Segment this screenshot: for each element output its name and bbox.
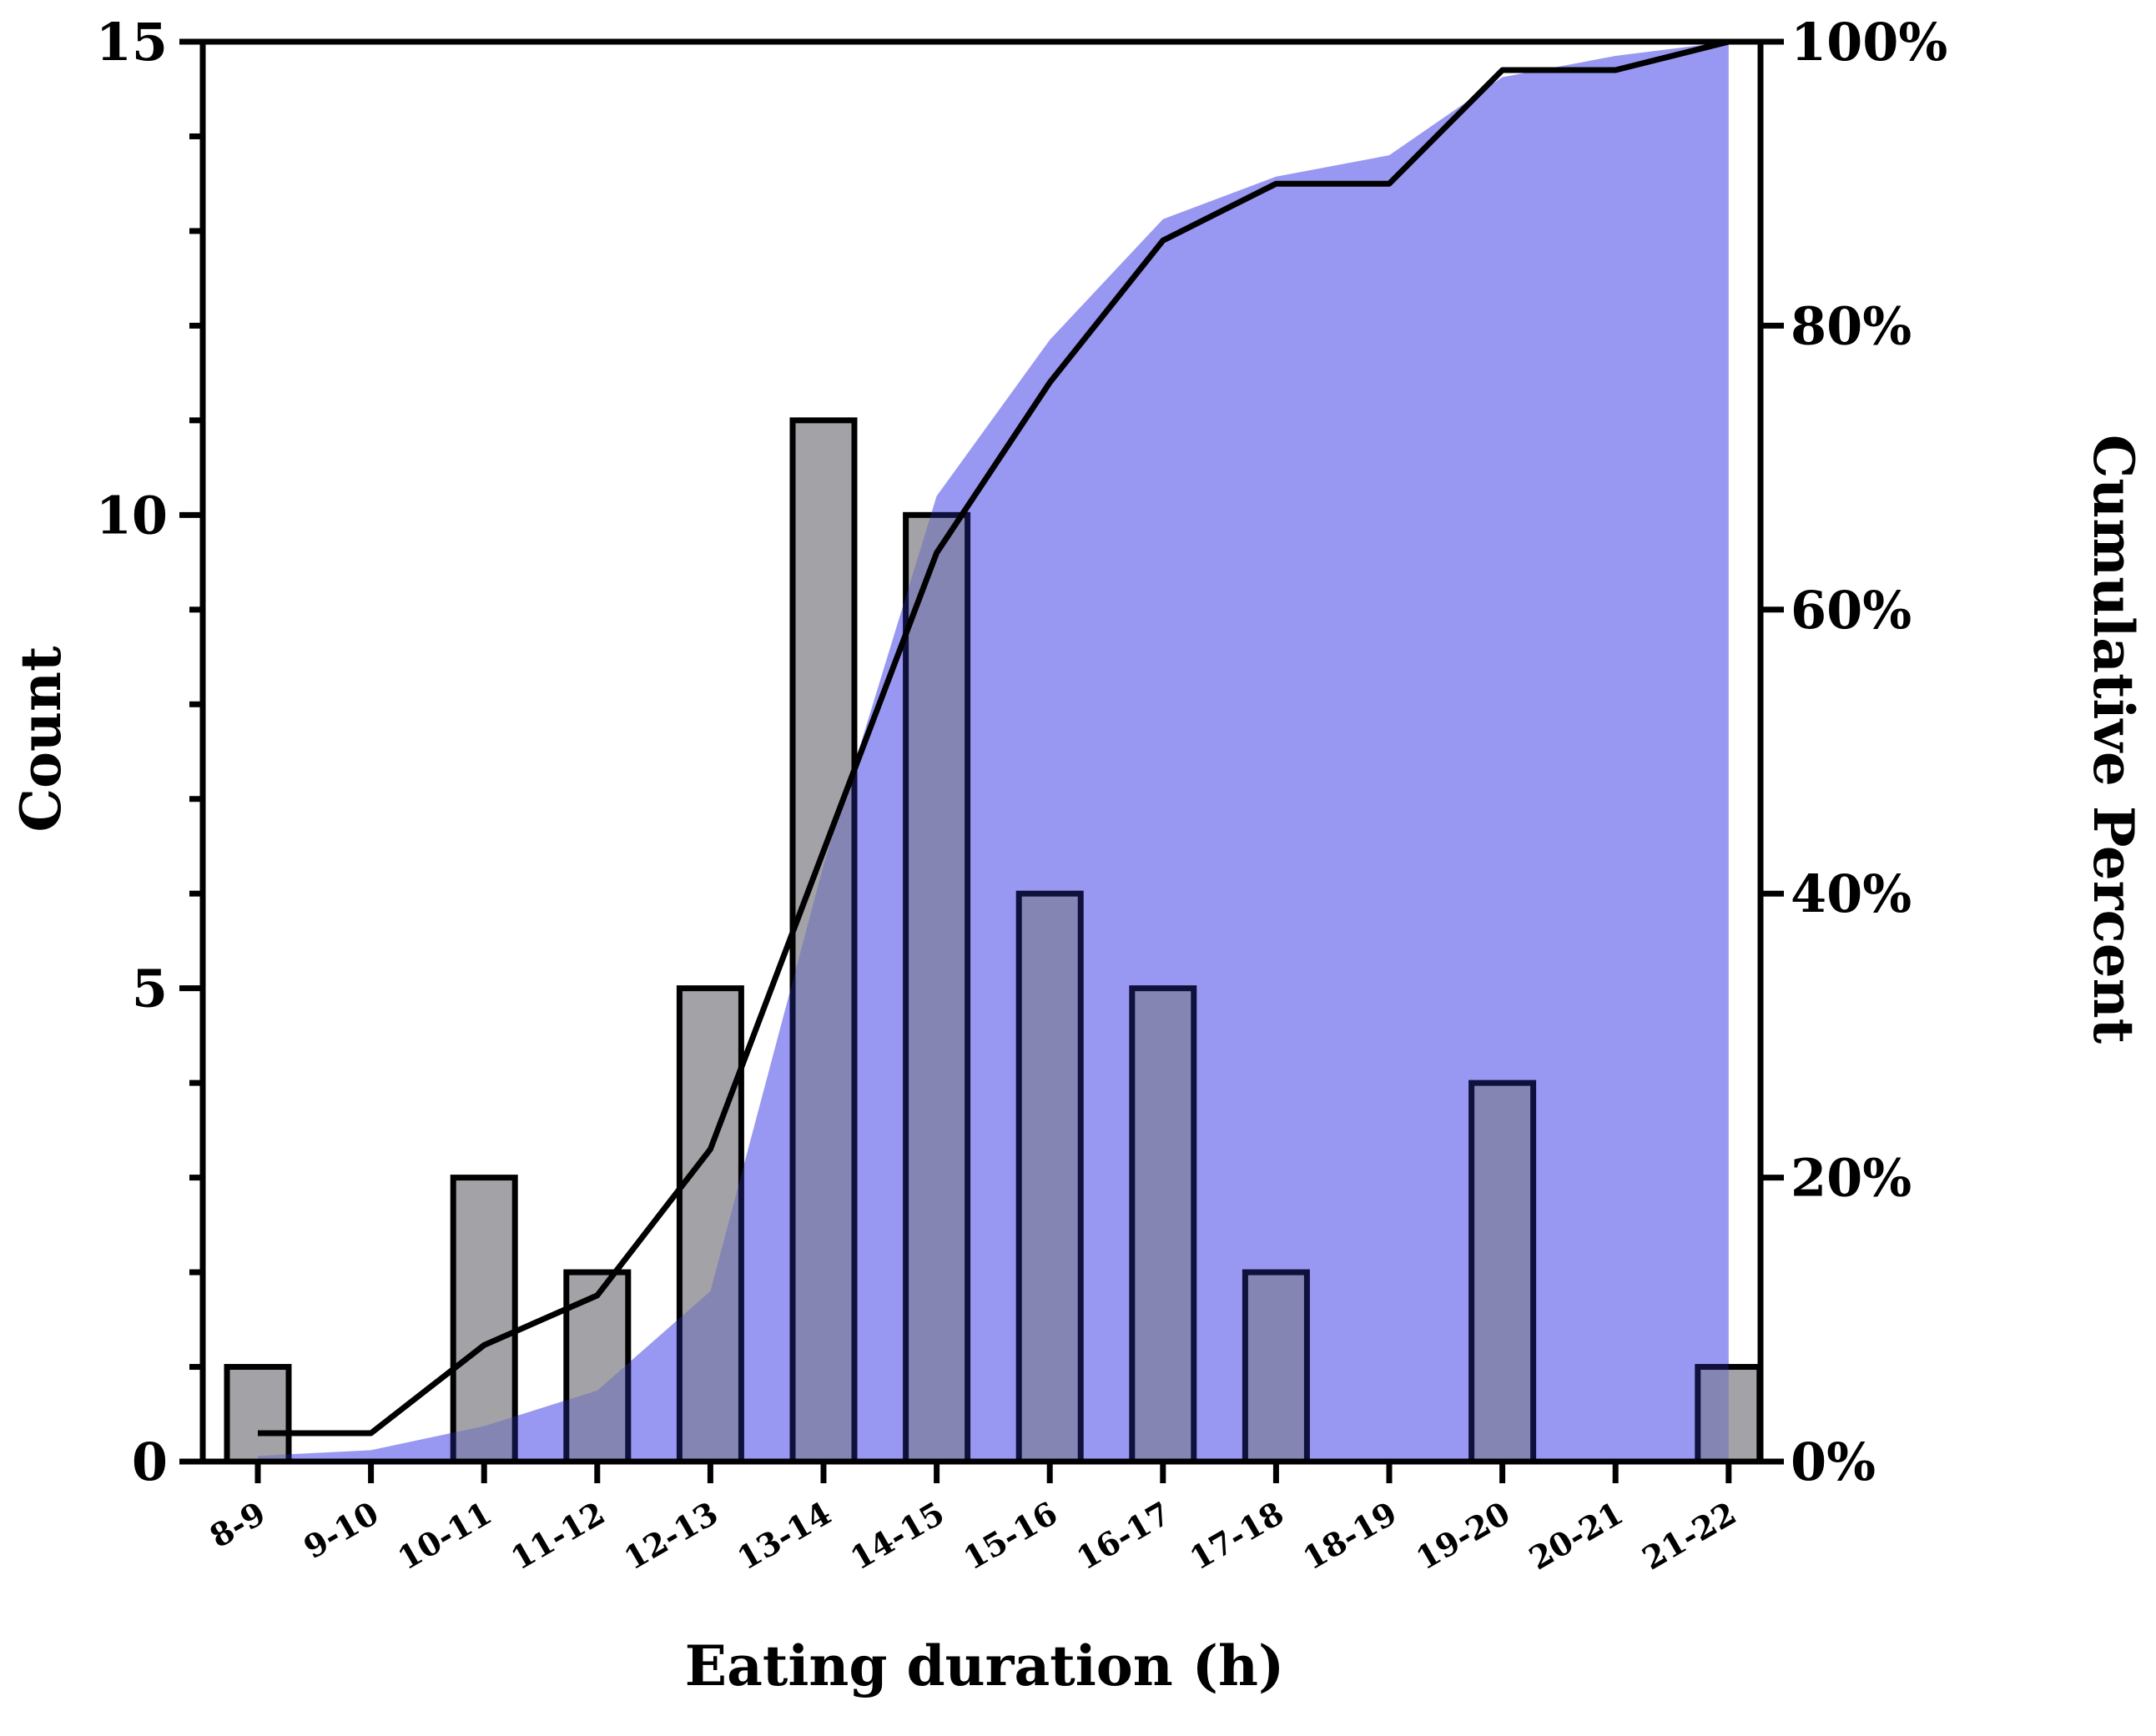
x-tick-label: 13-14 — [731, 1494, 838, 1577]
bar-16-17 — [1129, 985, 1197, 1465]
bar-10-11 — [450, 1175, 518, 1465]
cumulative-area-layer — [258, 42, 1729, 1462]
bar-15-16 — [1015, 890, 1084, 1465]
y2-tick-label: 100% — [1791, 12, 1947, 73]
x-tick-label: 19-20 — [1409, 1494, 1516, 1577]
bar-21-22 — [1695, 1364, 1763, 1465]
x-tick-label: 15-16 — [957, 1494, 1064, 1577]
y2-axis-title: Cumulative Percent — [2081, 435, 2146, 1044]
x-tick-label: 9-10 — [297, 1494, 385, 1567]
cumulative-area-overlay — [258, 42, 1729, 1462]
bar-19-20 — [1468, 1079, 1537, 1465]
x-axis-title: Eating duration (h) — [685, 1633, 1284, 1698]
bar-13-14 — [789, 417, 858, 1465]
bar-8-9 — [224, 1364, 292, 1465]
y2-tick-label: 40% — [1791, 863, 1912, 924]
cumulative-line-layer — [258, 38, 1730, 1462]
y-tick-label: 15 — [96, 12, 168, 73]
x-tick-label: 8-9 — [204, 1494, 272, 1555]
x-tick-label: 10-11 — [391, 1494, 498, 1577]
x-tick-label: 14-15 — [844, 1494, 950, 1577]
y-axis-title: Count — [8, 646, 73, 833]
y2-tick-label: 0% — [1791, 1432, 1876, 1492]
x-tick-label: 20-21 — [1523, 1494, 1630, 1577]
bars-layer — [224, 417, 1763, 1465]
y2-tick-label: 20% — [1791, 1148, 1912, 1209]
x-tick-label: 12-13 — [617, 1494, 724, 1577]
bar-14-15 — [903, 511, 971, 1465]
y2-tick-label: 60% — [1791, 580, 1912, 641]
x-tick-label: 17-18 — [1183, 1494, 1290, 1577]
y-tick-label: 10 — [96, 485, 168, 546]
cumulative-area — [258, 42, 1729, 1462]
bar-17-18 — [1242, 1269, 1310, 1465]
labels-layer: Eating duration (h) Count Cumulative Per… — [8, 435, 2146, 1698]
y2-tick-label: 80% — [1791, 295, 1912, 356]
x-tick-label: 11-12 — [505, 1494, 612, 1577]
x-tick-label: 18-19 — [1297, 1494, 1403, 1577]
y-tick-label: 5 — [132, 959, 168, 1019]
y-tick-label: 0 — [132, 1432, 168, 1492]
x-tick-label: 21-22 — [1636, 1494, 1743, 1577]
x-tick-label: 16-17 — [1070, 1494, 1177, 1577]
cumulative-line — [258, 38, 1730, 1437]
